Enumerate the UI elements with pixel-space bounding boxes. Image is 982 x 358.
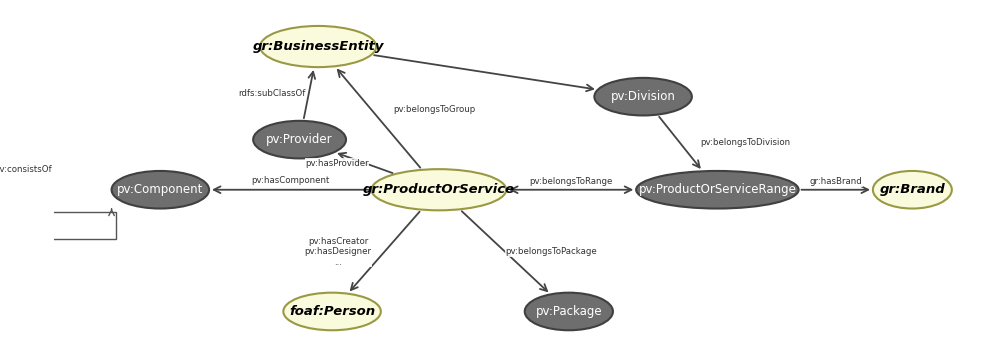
Text: pv:Package: pv:Package [535,305,602,318]
Ellipse shape [636,171,798,208]
Text: gr:hasBrand: gr:hasBrand [809,177,862,187]
Text: pv:Provider: pv:Provider [266,133,333,146]
Ellipse shape [284,293,381,330]
Text: gr:ProductOrService: gr:ProductOrService [362,183,515,196]
Text: foaf:Person: foaf:Person [289,305,375,318]
Bar [42,212,116,239]
Text: pv:hasCreator
pv:hasDesigner
...: pv:hasCreator pv:hasDesigner ... [304,237,371,267]
Text: pv:Component: pv:Component [117,183,203,196]
Ellipse shape [371,169,506,211]
Text: rdfs:subClassOf: rdfs:subClassOf [238,90,305,98]
Ellipse shape [253,121,346,158]
Text: gr:BusinessEntity: gr:BusinessEntity [252,40,384,53]
Ellipse shape [594,78,692,116]
Text: pv:hasComponent: pv:hasComponent [251,176,330,185]
Text: pv:belongsToDivision: pv:belongsToDivision [700,139,791,147]
Text: gr:Brand: gr:Brand [880,183,946,196]
Ellipse shape [873,171,952,208]
Text: pv:belongsToRange: pv:belongsToRange [529,177,613,187]
Text: pv:hasProvider: pv:hasProvider [305,159,368,168]
Ellipse shape [260,26,376,67]
Text: pv:consistsOf: pv:consistsOf [0,165,52,174]
Ellipse shape [524,293,613,330]
Text: pv:belongsToGroup: pv:belongsToGroup [393,105,475,113]
Text: pv:Division: pv:Division [611,90,676,103]
Text: pv:ProductOrServiceRange: pv:ProductOrServiceRange [638,183,796,196]
Ellipse shape [112,171,209,208]
Text: pv:belongsToPackage: pv:belongsToPackage [506,247,597,256]
